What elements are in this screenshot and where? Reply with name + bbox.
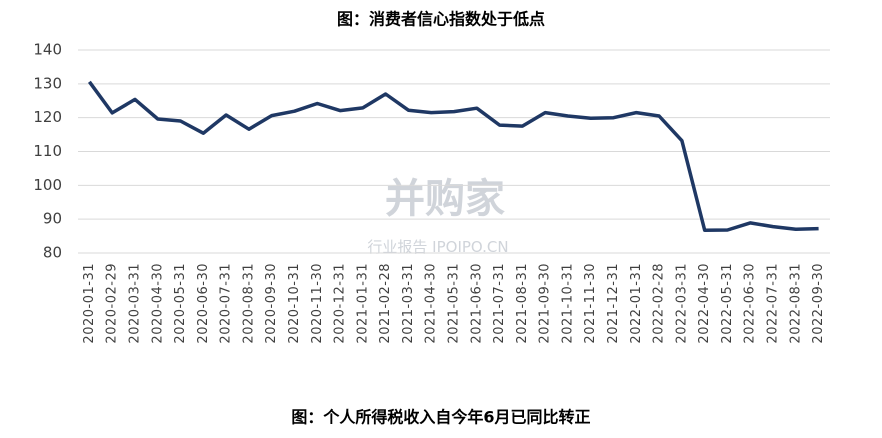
x-tick-label: 2020-10-31 <box>287 263 302 344</box>
x-tick-label: 2022-02-28 <box>652 263 667 344</box>
x-tick-label: 2021-07-31 <box>492 263 507 344</box>
x-tick-label: 2020-09-30 <box>264 263 279 344</box>
x-tick-label: 2021-03-31 <box>401 263 416 344</box>
x-tick-label: 2021-01-31 <box>355 263 370 344</box>
x-tick-label: 2021-10-31 <box>560 263 575 344</box>
x-tick-label: 2022-03-31 <box>674 263 689 344</box>
x-tick-label: 2022-09-30 <box>811 263 826 344</box>
x-tick-label: 2020-11-30 <box>310 263 325 344</box>
x-tick-label: 2022-06-30 <box>743 263 758 344</box>
x-tick-label: 2022-08-31 <box>788 263 803 344</box>
caption: 图：个人所得税收入自今年6月已同比转正 <box>291 408 590 427</box>
chart-title: 图：消费者信心指数处于低点 <box>337 10 545 29</box>
x-tick-label: 2021-11-30 <box>583 263 598 344</box>
x-tick-label: 2021-09-30 <box>538 263 553 344</box>
x-tick-label: 2022-05-31 <box>720 263 735 344</box>
x-tick-label: 2020-04-30 <box>150 263 165 344</box>
x-tick-label: 2022-01-31 <box>629 263 644 344</box>
x-tick-label: 2021-06-30 <box>469 263 484 344</box>
x-tick-label: 2020-03-31 <box>127 263 142 344</box>
y-tick-label: 130 <box>33 74 62 92</box>
x-tick-label: 2021-02-28 <box>378 263 393 344</box>
x-tick-label: 2020-06-30 <box>196 263 211 344</box>
x-tick-label: 2020-05-31 <box>173 263 188 344</box>
y-tick-label: 120 <box>33 108 62 126</box>
x-tick-label: 2020-01-31 <box>82 263 97 344</box>
y-tick-label: 80 <box>43 244 62 262</box>
y-tick-label: 100 <box>33 176 62 194</box>
y-tick-label: 90 <box>43 210 62 228</box>
x-tick-label: 2020-12-31 <box>333 263 348 344</box>
line-series <box>87 80 819 233</box>
x-tick-label: 2021-12-31 <box>606 263 621 344</box>
x-tick-label: 2022-07-31 <box>766 263 781 344</box>
y-tick-label: 110 <box>33 142 62 160</box>
x-tick-label: 2020-02-29 <box>105 263 120 344</box>
x-tick-label: 2021-08-31 <box>515 263 530 344</box>
watermark-sub: 行业报告 IPOIPO.CN <box>367 238 508 256</box>
x-tick-label: 2020-07-31 <box>219 263 234 344</box>
x-tick-label: 2022-04-30 <box>697 263 712 344</box>
y-tick-label: 140 <box>33 41 62 59</box>
x-tick-label: 2020-08-31 <box>241 263 256 344</box>
x-tick-label: 2021-04-30 <box>424 263 439 344</box>
x-tick-label: 2021-05-31 <box>447 263 462 344</box>
watermark: 并购家 <box>385 176 505 222</box>
